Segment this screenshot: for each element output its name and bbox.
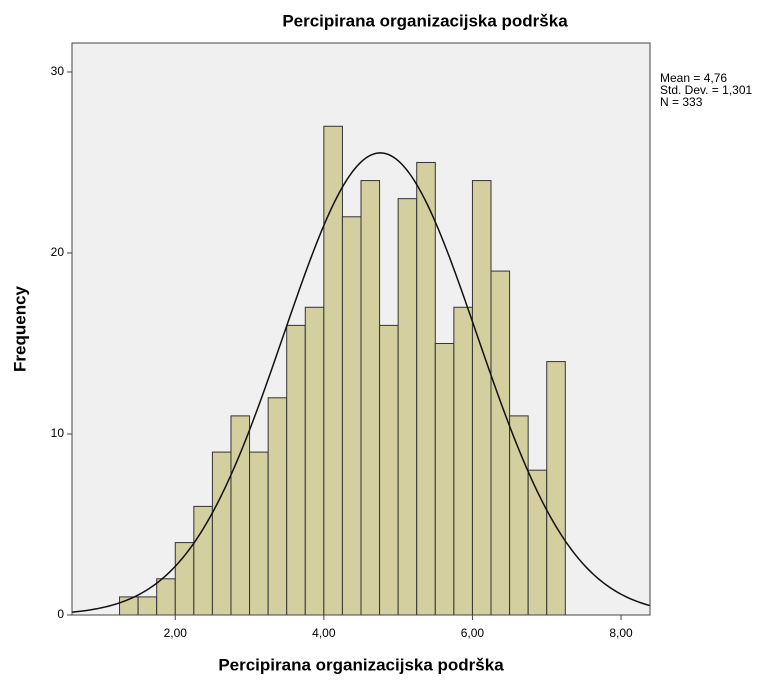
plot-border [71,42,651,616]
stat-label: Mean = 4,76 [660,71,727,85]
bar [379,324,399,616]
y-tick-label: 20 [51,245,65,259]
bar [546,361,566,616]
chart-title: Percipirana organizacijska podrška [282,11,568,30]
x-tick-label: 2,00 [164,626,188,640]
x-tick-label: 8,00 [609,626,633,640]
y-axis-label: Frequency [10,285,29,372]
x-axis-label: Percipirana organizacijska podrška [218,655,504,674]
bar [416,161,436,616]
bar [341,216,362,616]
y-tick-label: 30 [51,64,65,78]
x-tick-label: 6,00 [461,626,485,640]
y-tick-label: 10 [51,426,65,440]
bar [193,505,213,616]
bar [211,451,232,616]
bar [397,198,418,616]
bar [323,125,343,616]
bar [434,342,455,616]
bar [267,397,288,616]
bar [304,306,325,616]
y-tick-label: 0 [57,607,64,621]
x-tick-label: 4,00 [312,626,336,640]
bar [453,306,473,616]
bar [174,542,195,616]
bar [471,180,492,616]
bar [490,270,511,616]
bar [137,596,158,616]
bar [360,180,381,616]
bar [249,451,269,616]
bar [156,578,176,616]
stat-label: Std. Dev. = 1,301 [660,83,752,97]
stat-label: N = 333 [660,95,703,109]
bar [230,415,251,616]
bar [286,324,306,616]
bar [509,415,529,616]
normal-curve [71,152,651,613]
